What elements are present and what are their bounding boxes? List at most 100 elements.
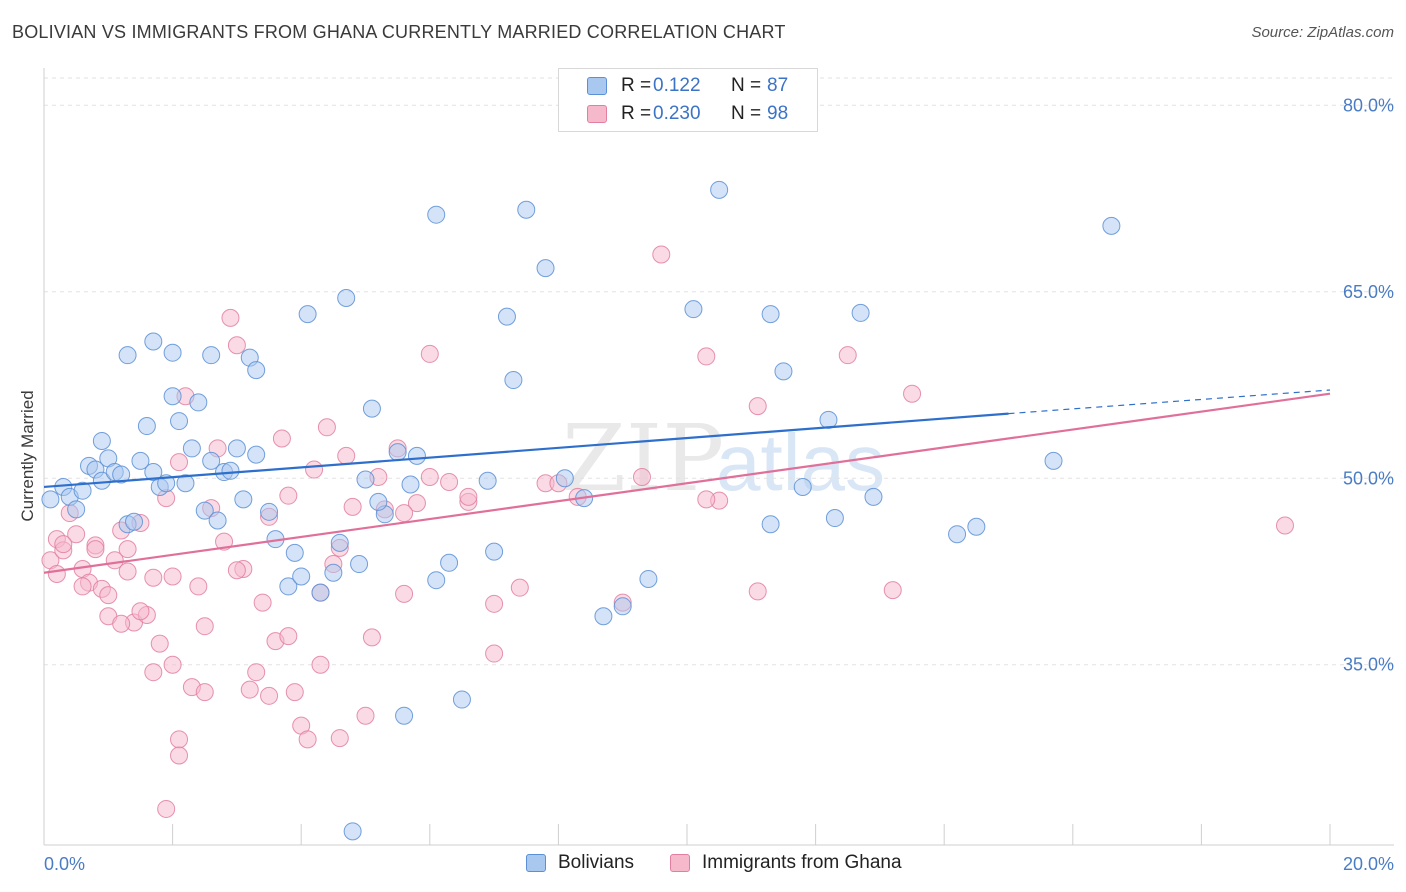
bolivian-point — [369, 492, 388, 511]
legend-r-value: 0.230 — [653, 103, 701, 124]
ghana-point — [748, 397, 767, 416]
ghana-point — [170, 453, 189, 472]
bolivian-point — [189, 393, 208, 412]
x-tick-label: 20.0% — [1343, 854, 1394, 874]
bolivian-point — [761, 305, 780, 324]
bolivian-point — [73, 481, 92, 500]
bolivian-point — [684, 300, 703, 319]
legend-r-label: R = — [621, 103, 652, 124]
bolivian-point — [774, 362, 793, 381]
ghana-point — [195, 683, 214, 702]
bolivian-point — [125, 512, 144, 531]
y-tick-label: 80.0% — [1343, 95, 1394, 115]
ghana-point — [748, 582, 767, 601]
ghana-point — [337, 446, 356, 465]
ghana-point — [420, 468, 439, 487]
y-axis-label: Currently Married — [18, 390, 37, 521]
bolivian-point — [452, 690, 471, 709]
ghana-point — [279, 486, 298, 505]
ghana-point — [99, 586, 118, 605]
legend-item-bolivians[interactable]: Bolivians — [526, 852, 634, 874]
bolivian-point — [144, 463, 163, 482]
ghana-point — [144, 568, 163, 587]
legend-item-ghana[interactable]: Immigrants from Ghana — [670, 852, 902, 874]
ghana-point — [163, 567, 182, 586]
x-tick-labels: 0.0% 20.0% — [44, 854, 1394, 874]
bolivian-point — [825, 509, 844, 528]
ghana-point — [227, 561, 246, 580]
bolivian-point — [298, 305, 317, 324]
legend-n-label: N = — [731, 103, 762, 124]
bolivian-point — [401, 475, 420, 494]
bolivian-point — [330, 533, 349, 552]
y-tick-label: 65.0% — [1343, 282, 1394, 302]
bolivian-point — [234, 490, 253, 509]
bolivian-point — [208, 511, 227, 530]
bolivians-trend-extension — [1008, 389, 1331, 415]
legend-label-bolivians: Bolivians — [558, 852, 635, 873]
bolivian-point — [163, 387, 182, 406]
source-label: Source: ZipAtlas.com — [1251, 24, 1394, 41]
legend-n-value: 87 — [767, 75, 789, 96]
bolivian-point — [195, 501, 214, 520]
ghana-point — [395, 584, 414, 603]
bolivian-point — [170, 412, 189, 431]
ghana-point — [279, 627, 298, 646]
bolivian-point — [1102, 216, 1121, 235]
ghana-point — [150, 634, 169, 653]
ghana-point — [330, 729, 349, 748]
ghana-point — [407, 494, 426, 513]
bolivian-point — [948, 525, 967, 544]
ghana-point — [170, 746, 189, 765]
ghana-point — [253, 593, 272, 612]
bolivian-point — [247, 361, 266, 380]
series-bolivians-points — [41, 180, 1121, 841]
ghana-point — [697, 490, 716, 509]
legend-swatch-bolivians — [587, 77, 607, 95]
ghana-point — [317, 418, 336, 437]
bolivians-trend-line — [43, 412, 1009, 489]
axes — [43, 68, 1394, 846]
ghana-point — [652, 245, 671, 264]
bolivian-point — [182, 439, 201, 458]
ghana-point — [144, 663, 163, 682]
ghana-point — [343, 497, 362, 516]
legend-r-value: 0.122 — [653, 75, 701, 96]
bolivian-point — [337, 288, 356, 307]
bolivian-point — [343, 822, 362, 841]
bolivian-point — [260, 502, 279, 521]
ghana-point — [272, 429, 291, 448]
bolivian-point — [639, 569, 658, 588]
ghana-point — [118, 562, 137, 581]
legend-r-label: R = — [621, 75, 652, 96]
ghana-point — [131, 602, 150, 621]
ghana-point — [86, 540, 105, 559]
bolivian-point — [504, 371, 523, 390]
ghana-point — [285, 683, 304, 702]
ghana-point — [118, 540, 137, 559]
bolivian-point — [176, 474, 195, 493]
bolivian-point — [324, 563, 343, 582]
legend-n-value: 98 — [767, 103, 789, 124]
bolivian-point — [202, 451, 221, 470]
bolivian-point — [131, 451, 150, 470]
legend-label-ghana: Immigrants from Ghana — [702, 852, 902, 873]
bolivian-point — [407, 446, 426, 465]
bolivian-point — [536, 259, 555, 278]
bolivian-point — [227, 439, 246, 458]
ghana-point — [73, 577, 92, 596]
ghana-point — [903, 384, 922, 403]
bolivian-point — [497, 307, 516, 326]
bolivian-point — [613, 597, 632, 616]
y-tick-labels: 80.0% 65.0% 50.0% 35.0% — [1343, 95, 1394, 674]
legend-row-bolivians: R = 0.122 N = 87 — [587, 73, 788, 99]
chart-title: BOLIVIAN VS IMMIGRANTS FROM GHANA CURREN… — [12, 22, 786, 42]
bolivian-point — [478, 471, 497, 490]
stats-legend: R = 0.122 N = 87 R = 0.230 N = 98 — [558, 68, 818, 132]
legend-swatch-bolivians — [526, 854, 546, 872]
bolivian-point — [395, 706, 414, 725]
ghana-point — [54, 535, 73, 554]
ghana-point — [311, 655, 330, 674]
bolivian-point — [221, 461, 240, 480]
bolivian-point — [202, 346, 221, 365]
